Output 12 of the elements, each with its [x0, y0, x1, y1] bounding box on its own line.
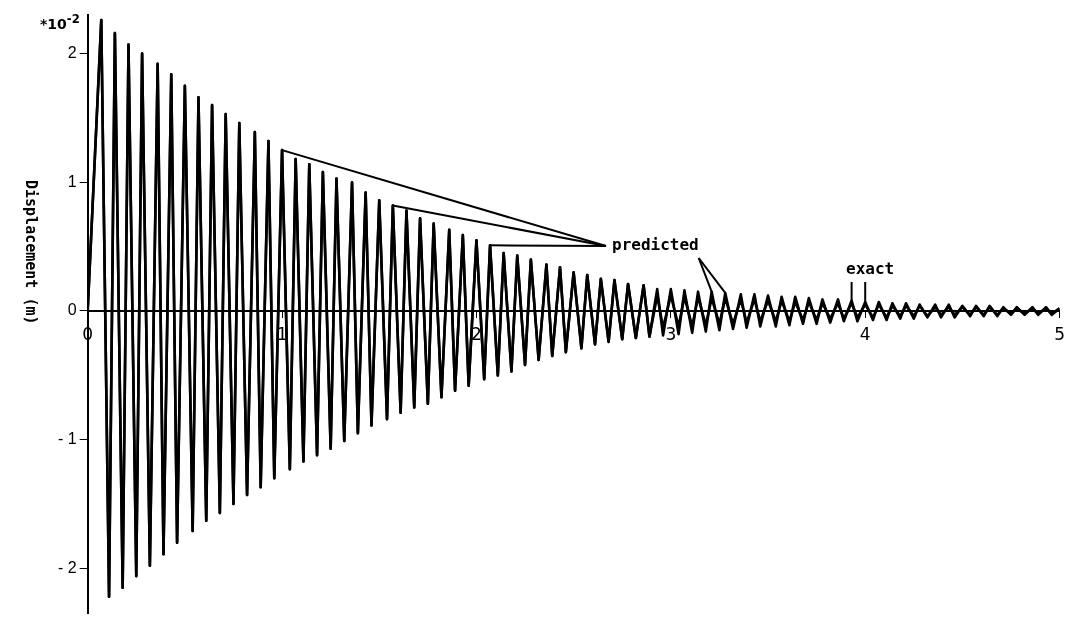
series-label: exact — [846, 259, 895, 279]
y-tick-label: - 1 — [58, 430, 77, 448]
x-tick-label: 3 — [665, 323, 677, 344]
x-tick-label: 5 — [1054, 323, 1066, 344]
y-tick-label: 0 — [67, 301, 77, 319]
text: *10$^{-2}$ — [40, 12, 80, 32]
y-tick-label: 2 — [67, 44, 77, 62]
y-tick-label: 1 — [67, 172, 77, 190]
x-tick-label: 4 — [859, 323, 871, 344]
y-axis-title: Displacement (m) — [22, 180, 40, 325]
y-tick-label: - 2 — [58, 558, 77, 576]
series-label: predicted — [612, 235, 699, 255]
